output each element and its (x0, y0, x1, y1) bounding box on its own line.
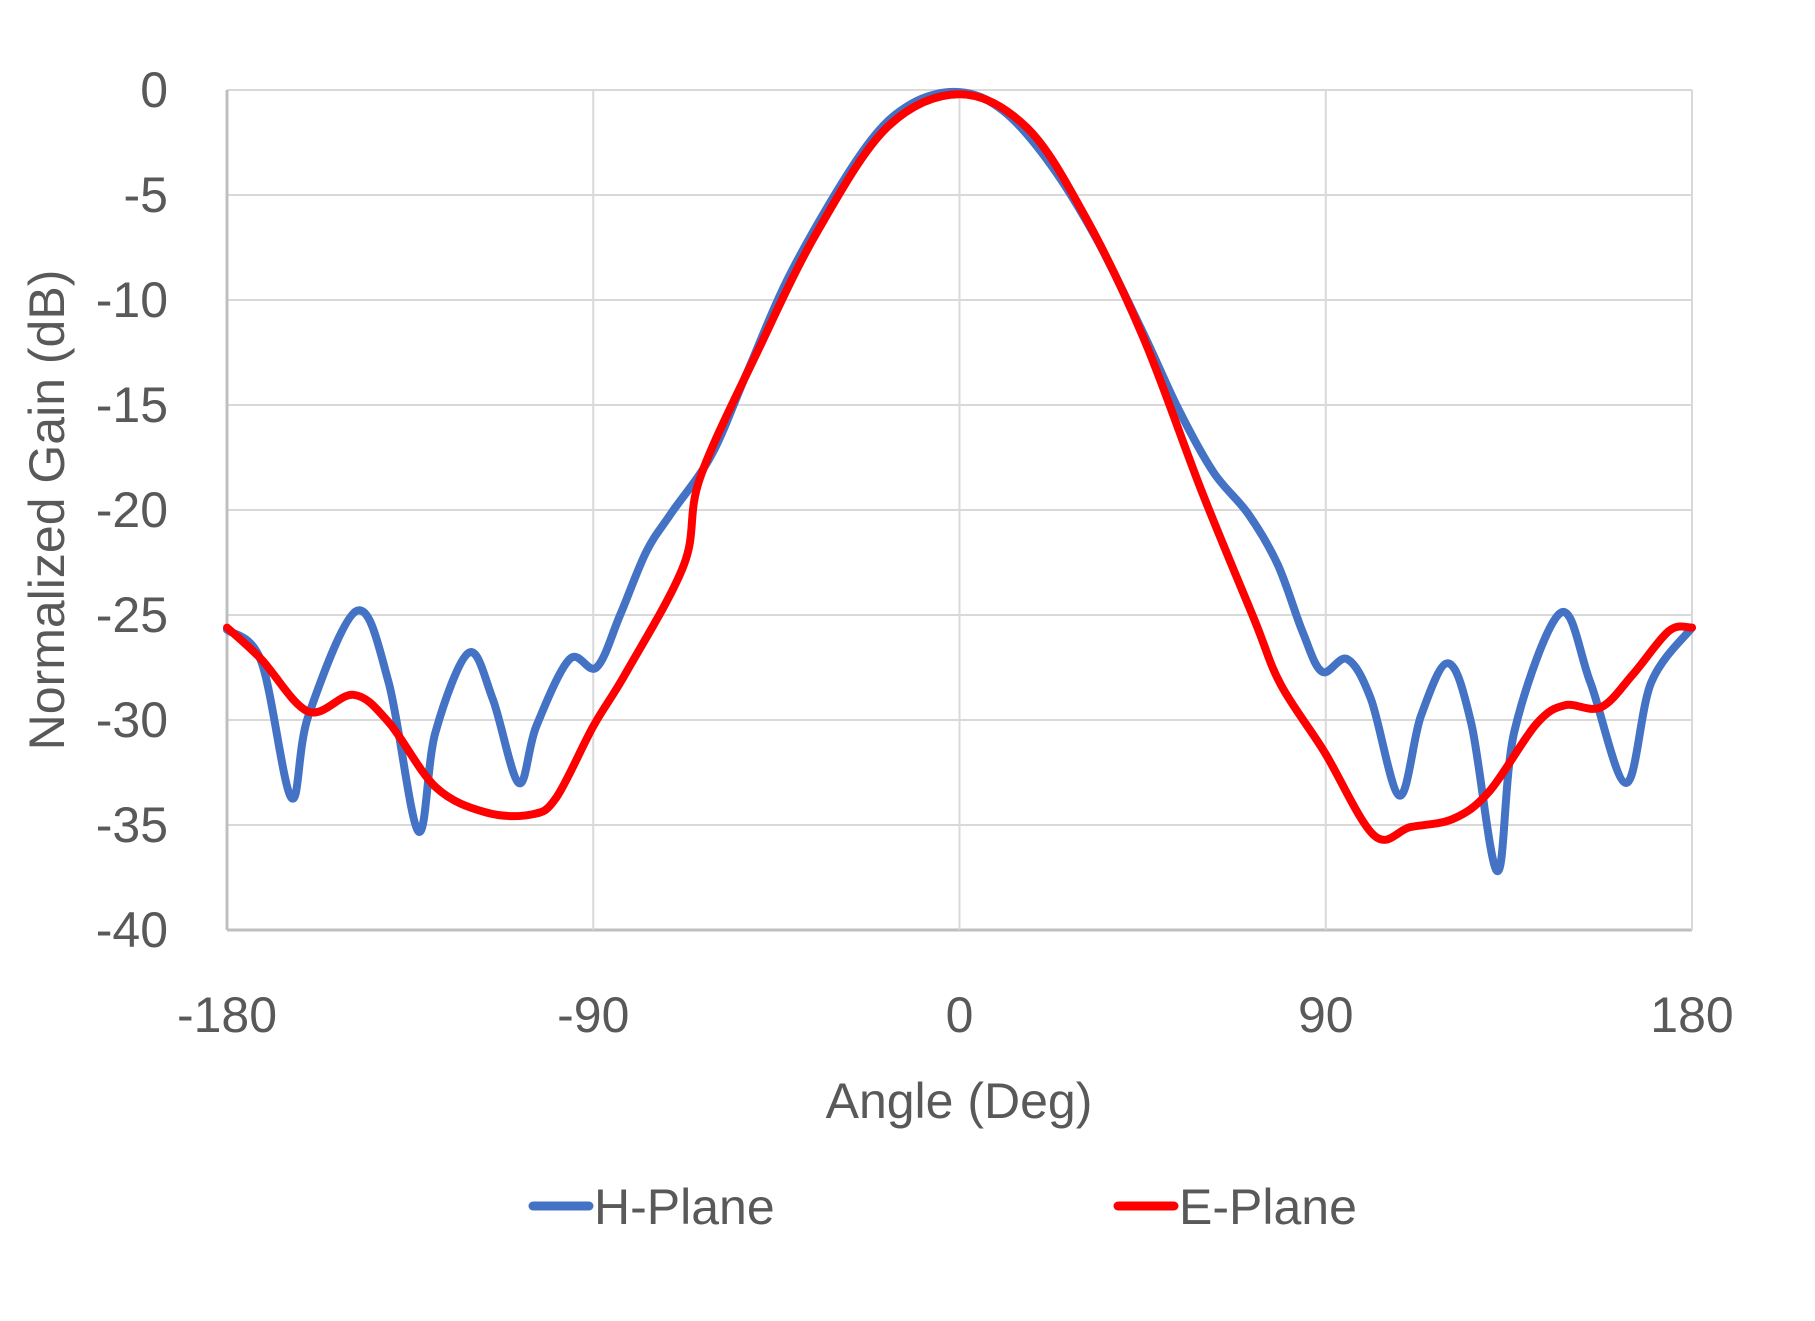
legend: H-Plane E-Plane (528, 1179, 1357, 1235)
y-tick-label: 0 (140, 62, 168, 118)
x-tick-label: -180 (177, 987, 277, 1043)
x-tick-labels: -180 -90 0 90 180 (177, 987, 1734, 1043)
y-tick-label: -25 (96, 587, 168, 643)
grid (225, 89, 1693, 932)
x-tick-label: 0 (946, 987, 974, 1043)
x-tick-label: -90 (557, 987, 629, 1043)
y-tick-label: -5 (124, 167, 168, 223)
legend-item-h-plane[interactable]: H-Plane (528, 1179, 775, 1235)
x-tick-label: 90 (1298, 987, 1354, 1043)
y-tick-label: -40 (96, 902, 168, 958)
y-tick-label: -35 (96, 797, 168, 853)
x-axis-title: Angle (Deg) (826, 1073, 1093, 1129)
y-tick-label: -15 (96, 377, 168, 433)
y-axis-title: Normalized Gain (dB) (19, 270, 75, 751)
y-tick-label: -10 (96, 272, 168, 328)
legend-label-e-plane: E-Plane (1179, 1179, 1357, 1235)
y-tick-label: -30 (96, 692, 168, 748)
y-tick-labels: 0 -5 -10 -15 -20 -25 -30 -35 -40 (96, 62, 168, 958)
series-lines (223, 87, 1696, 876)
y-tick-label: -20 (96, 482, 168, 538)
series-line-e-plane (223, 90, 1696, 844)
x-tick-label: 180 (1650, 987, 1733, 1043)
legend-label-h-plane: H-Plane (594, 1179, 775, 1235)
legend-item-e-plane[interactable]: E-Plane (1113, 1179, 1357, 1235)
